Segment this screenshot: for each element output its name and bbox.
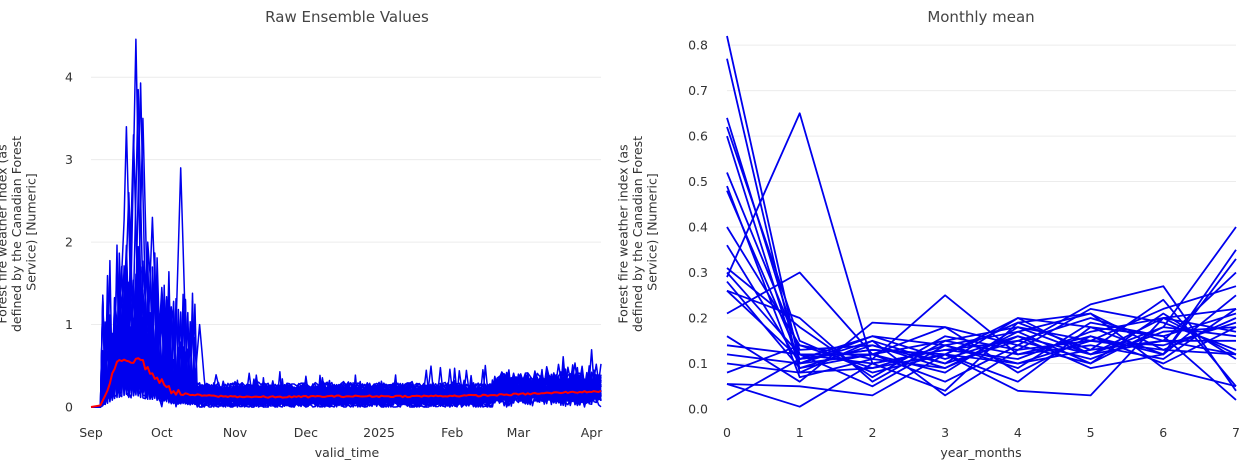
y-tick-label: 0.3 xyxy=(688,265,708,280)
y-tick-label: 0.2 xyxy=(688,311,708,326)
monthly-mean-panel: Monthly mean 0.0 0.1 0.2 0.3 0.4 0.5 0.6 0.7 0.8… xyxy=(616,8,1240,460)
x-tick-label: Sep xyxy=(79,425,103,440)
raw-ensemble-x-ticks: Sep Oct Nov Dec 2025 Feb Mar Apr xyxy=(79,425,603,440)
x-tick-label: 7 xyxy=(1232,425,1240,440)
y-tick-label: 1 xyxy=(65,317,73,332)
x-tick-label: 6 xyxy=(1159,425,1167,440)
y-tick-label: 0.8 xyxy=(688,38,708,53)
monthly-mean-y-label: Forest fire weather index (as defined by… xyxy=(616,132,660,332)
x-tick-label: 2025 xyxy=(363,425,395,440)
raw-ensemble-x-label: valid_time xyxy=(315,445,380,460)
raw-ensemble-title: Raw Ensemble Values xyxy=(265,8,429,26)
member-monthly-mean-line xyxy=(726,271,1237,392)
raw-ensemble-y-label-line-1: Forest fire weather index (as xyxy=(0,144,10,323)
y-tick-label: 0.6 xyxy=(688,129,708,144)
x-tick-label: 3 xyxy=(941,425,949,440)
x-tick-label: Nov xyxy=(223,425,248,440)
member-monthly-mean-line xyxy=(726,117,1237,365)
x-tick-label: 4 xyxy=(1014,425,1022,440)
monthly-mean-y-label-line-2: defined by the Canadian Forest xyxy=(630,136,645,332)
x-tick-label: 5 xyxy=(1087,425,1095,440)
x-tick-label: Feb xyxy=(441,425,463,440)
raw-ensemble-lines xyxy=(91,38,602,408)
member-monthly-mean-line xyxy=(726,312,1237,408)
monthly-mean-x-ticks: 0 1 2 3 4 5 6 7 xyxy=(723,425,1240,440)
monthly-mean-title: Monthly mean xyxy=(927,8,1034,26)
member-monthly-mean-line xyxy=(726,317,1237,397)
member-monthly-mean-line xyxy=(726,289,1237,383)
y-tick-label: 0.5 xyxy=(688,174,708,189)
y-tick-label: 0.1 xyxy=(688,356,708,371)
raw-ensemble-panel: Raw Ensemble Values 0 1 2 3 4 Sep Oct Nov Dec 20… xyxy=(0,8,603,460)
member-monthly-mean-line xyxy=(726,326,1237,401)
x-tick-label: Mar xyxy=(507,425,531,440)
member-monthly-mean-line xyxy=(726,35,1237,365)
ensemble-mean-line xyxy=(90,357,602,408)
x-tick-label: Oct xyxy=(151,425,173,440)
ensemble-member-line xyxy=(91,316,602,408)
member-monthly-mean-line xyxy=(726,126,1237,374)
raw-ensemble-y-label: Forest fire weather index (as defined by… xyxy=(0,132,38,332)
y-tick-label: 0.0 xyxy=(688,402,708,417)
y-tick-label: 0.4 xyxy=(688,220,708,235)
member-monthly-mean-line xyxy=(726,58,1237,374)
y-tick-label: 3 xyxy=(65,152,73,167)
raw-ensemble-y-label-line-2: defined by the Canadian Forest xyxy=(9,136,24,332)
y-tick-label: 2 xyxy=(65,235,73,250)
raw-ensemble-y-ticks: 0 1 2 3 4 xyxy=(65,70,73,415)
x-tick-label: 0 xyxy=(723,425,731,440)
monthly-mean-y-label-line-3: Service) [Numeric] xyxy=(644,173,659,290)
x-tick-label: Apr xyxy=(581,425,603,440)
monthly-mean-x-label: year_months xyxy=(940,445,1021,460)
monthly-mean-gridlines xyxy=(727,44,1236,365)
monthly-mean-y-ticks: 0.0 0.1 0.2 0.3 0.4 0.5 0.6 0.7 0.8 xyxy=(688,38,708,417)
x-tick-label: Dec xyxy=(294,425,318,440)
raw-ensemble-gridlines xyxy=(91,76,601,326)
monthly-mean-lines xyxy=(726,35,1237,408)
y-tick-label: 0.7 xyxy=(688,83,708,98)
y-tick-label: 4 xyxy=(65,70,73,85)
raw-ensemble-mean-line xyxy=(90,357,602,408)
x-tick-label: 1 xyxy=(796,425,804,440)
x-tick-label: 2 xyxy=(868,425,876,440)
raw-ensemble-y-label-line-3: Service) [Numeric] xyxy=(23,173,38,290)
monthly-mean-y-label-line-1: Forest fire weather index (as xyxy=(616,144,631,323)
y-tick-label: 0 xyxy=(65,400,73,415)
member-monthly-mean-line xyxy=(726,335,1237,401)
